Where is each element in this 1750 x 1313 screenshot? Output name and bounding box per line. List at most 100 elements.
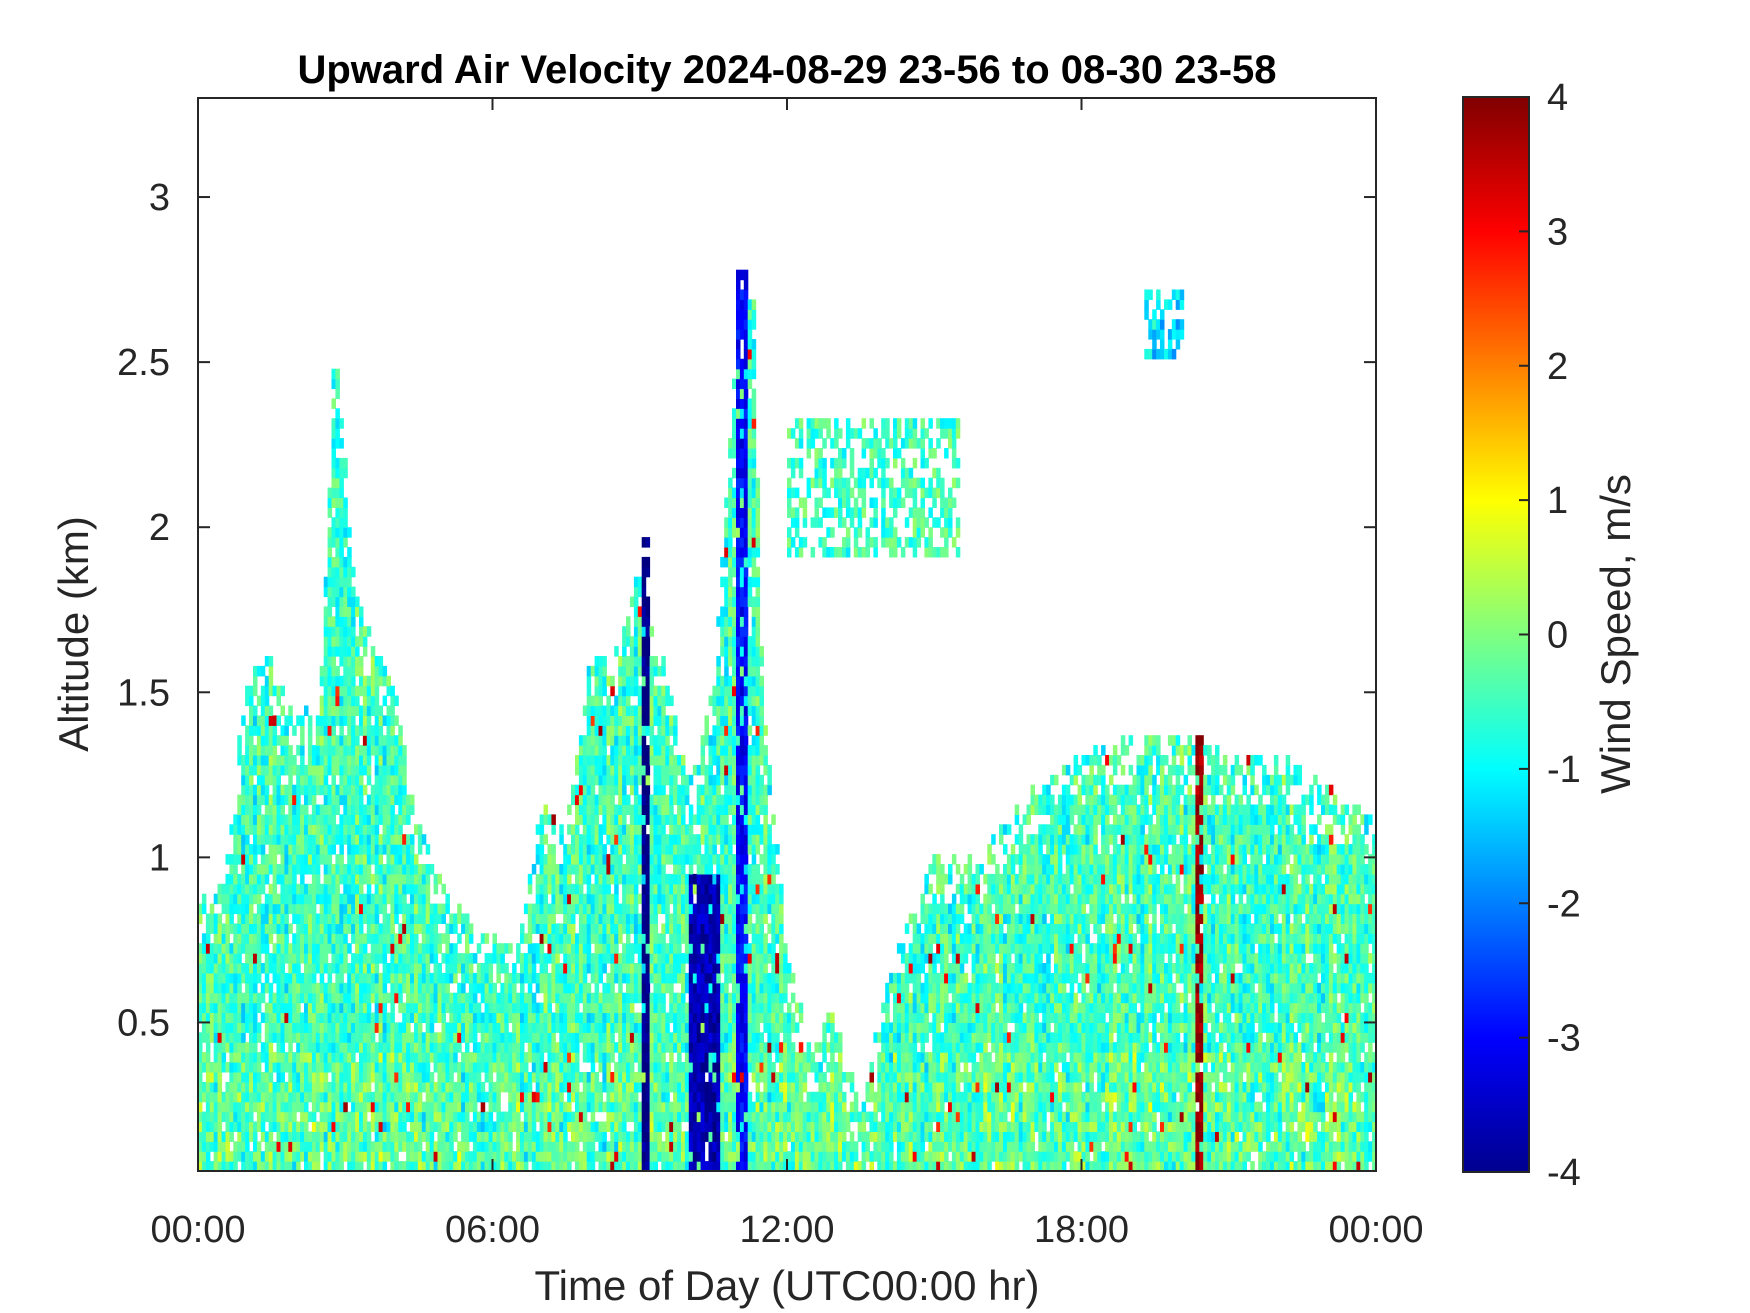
heatmap-cell [366, 735, 372, 746]
heatmap-cell [355, 1002, 360, 1014]
heatmap-cell [402, 774, 407, 786]
heatmap-cell [268, 774, 274, 786]
heatmap-cell [575, 992, 580, 1004]
heatmap-cell [476, 1002, 482, 1014]
heatmap-cell [386, 844, 391, 855]
heatmap-cell [629, 646, 635, 657]
heatmap-cell [645, 1141, 651, 1152]
heatmap-cell [700, 903, 706, 915]
heatmap-cell [586, 864, 592, 875]
heatmap-cell [484, 1091, 490, 1103]
heatmap-cell [547, 992, 552, 1004]
heatmap-cell [315, 1072, 321, 1083]
heatmap-cell [453, 1081, 458, 1093]
heatmap-cell [347, 1091, 352, 1103]
heatmap-cell [622, 963, 627, 974]
heatmap-cell [327, 1121, 333, 1132]
heatmap-cell [398, 824, 403, 835]
heatmap-cell [633, 656, 639, 667]
heatmap-cell [315, 1042, 321, 1053]
heatmap-cell [641, 566, 647, 578]
heatmap-cell [260, 824, 266, 835]
heatmap-cell [594, 705, 600, 716]
heatmap-cell [323, 1081, 329, 1093]
heatmap-cell [355, 646, 360, 657]
heatmap-cell [260, 1091, 266, 1103]
heatmap-cell [661, 972, 666, 984]
heatmap-cell [260, 735, 266, 746]
heatmap-cell [331, 467, 336, 479]
heatmap-cell [355, 864, 360, 875]
heatmap-cell [657, 824, 662, 835]
heatmap-cell [555, 992, 560, 1004]
heatmap-cell [610, 1121, 615, 1132]
heatmap-cell [249, 864, 254, 875]
heatmap-cell [543, 1111, 548, 1123]
heatmap-cell [386, 1042, 391, 1053]
heatmap-cell [406, 992, 411, 1004]
heatmap-cell [237, 893, 242, 905]
heatmap-cell [417, 1052, 423, 1063]
heatmap-cell [465, 943, 470, 954]
heatmap-cell [586, 1131, 592, 1142]
heatmap-cell [433, 1002, 439, 1014]
heatmap-cell [633, 606, 639, 617]
heatmap-cell [700, 764, 706, 776]
heatmap-cell [311, 1081, 317, 1093]
heatmap-cell [394, 893, 399, 905]
heatmap-cell [594, 1072, 600, 1083]
heatmap-cell [626, 834, 631, 845]
heatmap-cell [578, 913, 584, 924]
heatmap-cell [217, 1042, 223, 1053]
heatmap-cell [335, 527, 340, 538]
heatmap-cell [453, 963, 458, 974]
heatmap-cell [700, 784, 706, 796]
heatmap-cell [641, 794, 647, 806]
heatmap-cell [665, 1062, 670, 1073]
heatmap-cell [582, 1012, 588, 1023]
heatmap-cell [249, 745, 254, 756]
heatmap-cell [217, 963, 223, 974]
heatmap-cell [551, 1062, 556, 1073]
heatmap-cell [374, 755, 380, 766]
heatmap-cell [437, 1151, 442, 1162]
heatmap-cell [594, 1012, 600, 1023]
heatmap-cell [198, 953, 203, 964]
heatmap-cell [700, 913, 706, 924]
heatmap-cell [374, 1012, 380, 1023]
heatmap-cell [673, 715, 678, 726]
heatmap-cell [610, 963, 615, 974]
heatmap-cell [268, 1072, 274, 1083]
heatmap-cell [382, 972, 388, 984]
heatmap-cell [575, 1022, 580, 1033]
heatmap-cell [319, 1091, 325, 1103]
heatmap-cell [567, 982, 572, 994]
heatmap-cell [296, 1012, 301, 1023]
heatmap-cell [429, 1022, 435, 1033]
heatmap-cell [610, 913, 615, 924]
heatmap-cell [421, 893, 427, 905]
heatmap-cell [578, 844, 584, 855]
heatmap-cell [319, 824, 325, 835]
heatmap-cell [280, 1161, 285, 1171]
heatmap-cell [649, 1052, 655, 1063]
heatmap-cell [339, 566, 344, 578]
heatmap-cell [582, 1091, 588, 1103]
heatmap-cell [300, 943, 305, 954]
heatmap-cell [496, 972, 501, 984]
heatmap-cell [359, 824, 364, 835]
heatmap-cell [472, 1101, 478, 1113]
heatmap-cell [362, 982, 368, 994]
heatmap-cell [633, 586, 639, 598]
heatmap-cell [331, 943, 336, 954]
heatmap-cell [629, 656, 635, 667]
heatmap-cell [653, 1141, 658, 1152]
heatmap-cell [468, 1131, 474, 1142]
heatmap-cell [622, 1062, 627, 1073]
heatmap-cell [700, 1072, 706, 1083]
heatmap-cell [696, 1012, 702, 1023]
heatmap-cell [347, 1141, 352, 1152]
heatmap-cell [237, 735, 242, 746]
heatmap-cell [386, 824, 391, 835]
heatmap-cell [331, 576, 336, 588]
